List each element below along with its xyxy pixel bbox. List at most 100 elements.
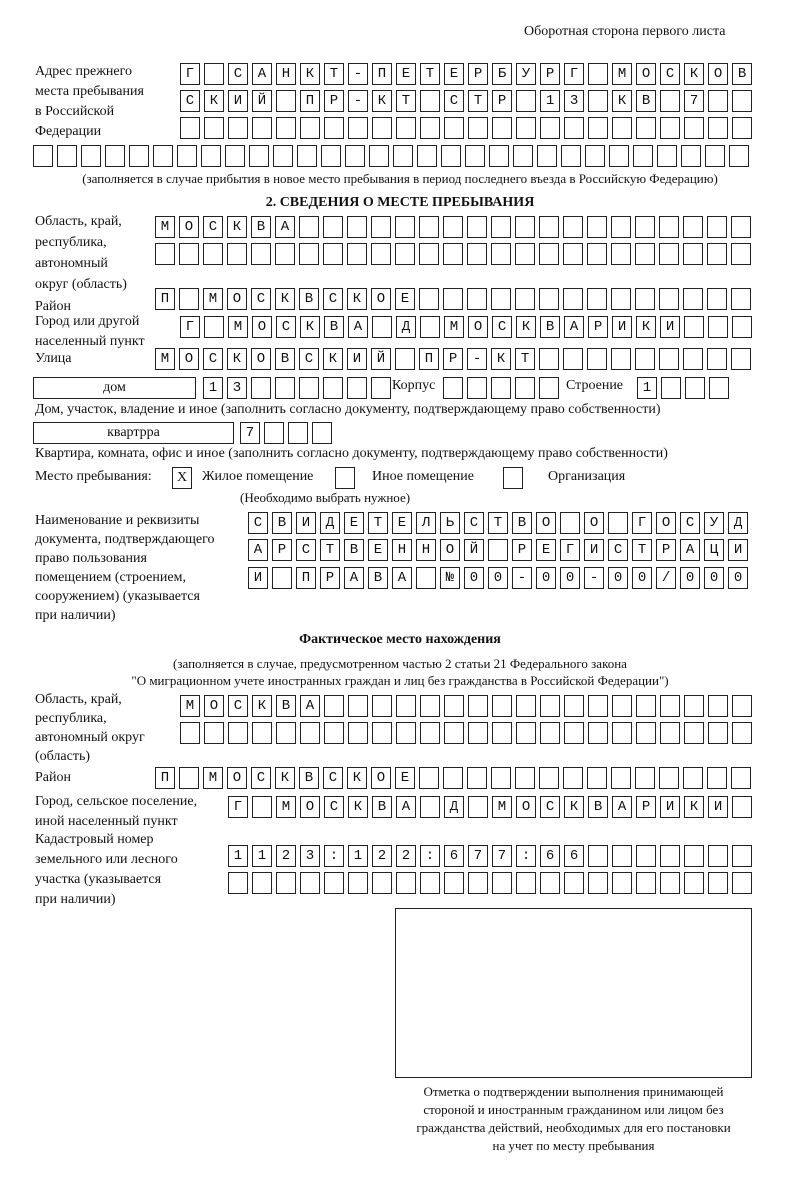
char-box[interactable] — [300, 695, 320, 717]
char-box[interactable] — [275, 243, 295, 265]
char-box[interactable] — [512, 512, 532, 534]
char-box[interactable] — [611, 767, 631, 789]
char-box[interactable] — [299, 767, 319, 789]
char-box[interactable] — [153, 145, 173, 167]
char-box[interactable] — [179, 243, 199, 265]
char-box[interactable] — [515, 288, 535, 310]
char-box[interactable] — [180, 695, 200, 717]
char-box[interactable] — [228, 90, 248, 112]
char-box[interactable] — [420, 845, 440, 867]
char-box[interactable] — [660, 63, 680, 85]
char-box[interactable] — [420, 316, 440, 338]
char-box[interactable] — [371, 243, 391, 265]
char-box[interactable] — [612, 796, 632, 818]
char-box[interactable] — [323, 377, 343, 399]
char-box[interactable] — [420, 90, 440, 112]
char-box[interactable] — [468, 63, 488, 85]
char-box[interactable] — [492, 722, 512, 744]
char-box[interactable] — [276, 845, 296, 867]
char-box[interactable] — [633, 145, 653, 167]
char-box[interactable] — [392, 539, 412, 561]
char-box[interactable] — [444, 722, 464, 744]
char-box[interactable] — [732, 872, 752, 894]
char-box[interactable] — [372, 872, 392, 894]
char-box[interactable] — [732, 695, 752, 717]
char-box[interactable] — [540, 722, 560, 744]
char-box[interactable] — [396, 316, 416, 338]
char-box[interactable] — [516, 316, 536, 338]
char-box[interactable] — [347, 348, 367, 370]
char-box[interactable] — [612, 695, 632, 717]
char-box[interactable] — [660, 796, 680, 818]
char-box[interactable] — [248, 512, 268, 534]
char-box[interactable] — [240, 422, 260, 444]
char-box[interactable] — [444, 845, 464, 867]
char-box[interactable] — [708, 872, 728, 894]
char-box[interactable] — [729, 145, 749, 167]
char-box[interactable] — [344, 512, 364, 534]
char-box[interactable] — [348, 316, 368, 338]
char-box[interactable] — [248, 539, 268, 561]
char-box[interactable] — [465, 145, 485, 167]
char-box[interactable] — [416, 539, 436, 561]
char-box[interactable] — [227, 377, 247, 399]
char-box[interactable] — [324, 117, 344, 139]
char-box[interactable] — [227, 767, 247, 789]
char-box[interactable] — [368, 512, 388, 534]
char-box[interactable] — [299, 288, 319, 310]
char-box[interactable] — [204, 63, 224, 85]
char-box[interactable] — [684, 90, 704, 112]
char-box[interactable] — [347, 288, 367, 310]
char-box[interactable] — [539, 216, 559, 238]
char-box[interactable] — [488, 512, 508, 534]
char-box[interactable] — [636, 117, 656, 139]
char-box[interactable] — [252, 90, 272, 112]
char-box[interactable] — [656, 567, 676, 589]
char-box[interactable] — [684, 722, 704, 744]
char-box[interactable] — [732, 316, 752, 338]
char-box[interactable] — [683, 348, 703, 370]
char-box[interactable] — [443, 348, 463, 370]
char-box[interactable] — [560, 567, 580, 589]
char-box[interactable] — [685, 377, 705, 399]
char-box[interactable] — [204, 722, 224, 744]
char-box[interactable] — [321, 145, 341, 167]
char-box[interactable] — [299, 216, 319, 238]
char-box[interactable] — [588, 90, 608, 112]
char-box[interactable] — [636, 845, 656, 867]
char-box[interactable] — [539, 288, 559, 310]
char-box[interactable] — [683, 288, 703, 310]
char-box[interactable] — [348, 90, 368, 112]
char-box[interactable] — [468, 796, 488, 818]
char-box[interactable] — [396, 722, 416, 744]
char-box[interactable] — [564, 695, 584, 717]
char-box[interactable] — [512, 539, 532, 561]
char-box[interactable] — [464, 539, 484, 561]
char-box[interactable] — [540, 872, 560, 894]
char-box[interactable] — [564, 117, 584, 139]
char-box[interactable] — [276, 316, 296, 338]
char-box[interactable] — [252, 722, 272, 744]
char-box[interactable] — [684, 316, 704, 338]
char-box[interactable] — [57, 145, 77, 167]
place-option-residential-checkbox[interactable]: X — [172, 467, 192, 489]
char-box[interactable] — [516, 796, 536, 818]
char-box[interactable] — [539, 243, 559, 265]
char-box[interactable] — [276, 872, 296, 894]
char-box[interactable] — [660, 872, 680, 894]
char-box[interactable] — [228, 117, 248, 139]
char-box[interactable] — [204, 695, 224, 717]
char-box[interactable] — [444, 872, 464, 894]
char-box[interactable] — [536, 539, 556, 561]
char-box[interactable] — [419, 243, 439, 265]
char-box[interactable] — [396, 90, 416, 112]
char-box[interactable] — [443, 216, 463, 238]
char-box[interactable] — [611, 216, 631, 238]
char-box[interactable] — [636, 63, 656, 85]
char-box[interactable] — [656, 512, 676, 534]
char-box[interactable] — [636, 872, 656, 894]
char-box[interactable] — [588, 845, 608, 867]
char-box[interactable] — [515, 243, 535, 265]
char-box[interactable] — [659, 348, 679, 370]
char-box[interactable] — [324, 722, 344, 744]
